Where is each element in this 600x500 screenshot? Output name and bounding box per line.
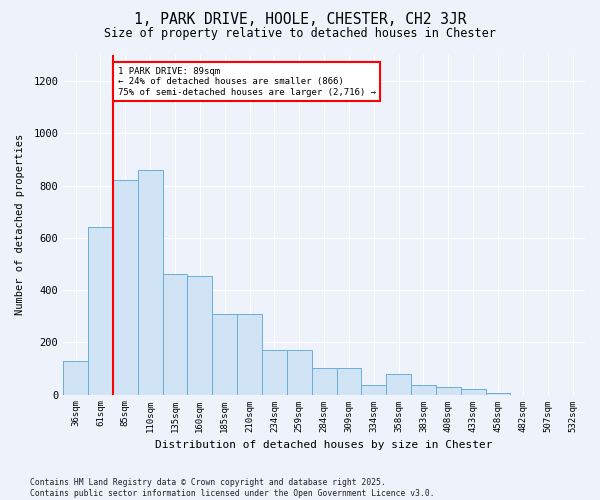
Bar — [63, 360, 88, 394]
Bar — [237, 314, 262, 394]
Bar — [88, 228, 113, 394]
Bar — [187, 276, 212, 394]
Text: Size of property relative to detached houses in Chester: Size of property relative to detached ho… — [104, 28, 496, 40]
Bar — [386, 374, 411, 394]
Text: 1, PARK DRIVE, HOOLE, CHESTER, CH2 3JR: 1, PARK DRIVE, HOOLE, CHESTER, CH2 3JR — [134, 12, 466, 28]
Bar — [411, 386, 436, 394]
Bar — [461, 390, 485, 394]
Bar — [212, 314, 237, 394]
Bar — [138, 170, 163, 394]
Bar — [163, 274, 187, 394]
Text: Contains HM Land Registry data © Crown copyright and database right 2025.
Contai: Contains HM Land Registry data © Crown c… — [30, 478, 434, 498]
Bar — [287, 350, 311, 395]
Bar — [436, 386, 461, 394]
Bar — [262, 350, 287, 395]
Bar — [485, 393, 511, 394]
Bar — [311, 368, 337, 394]
Y-axis label: Number of detached properties: Number of detached properties — [15, 134, 25, 316]
Bar — [337, 368, 361, 394]
Bar — [113, 180, 138, 394]
Bar — [361, 386, 386, 394]
Text: 1 PARK DRIVE: 89sqm
← 24% of detached houses are smaller (866)
75% of semi-detac: 1 PARK DRIVE: 89sqm ← 24% of detached ho… — [118, 67, 376, 96]
X-axis label: Distribution of detached houses by size in Chester: Distribution of detached houses by size … — [155, 440, 493, 450]
